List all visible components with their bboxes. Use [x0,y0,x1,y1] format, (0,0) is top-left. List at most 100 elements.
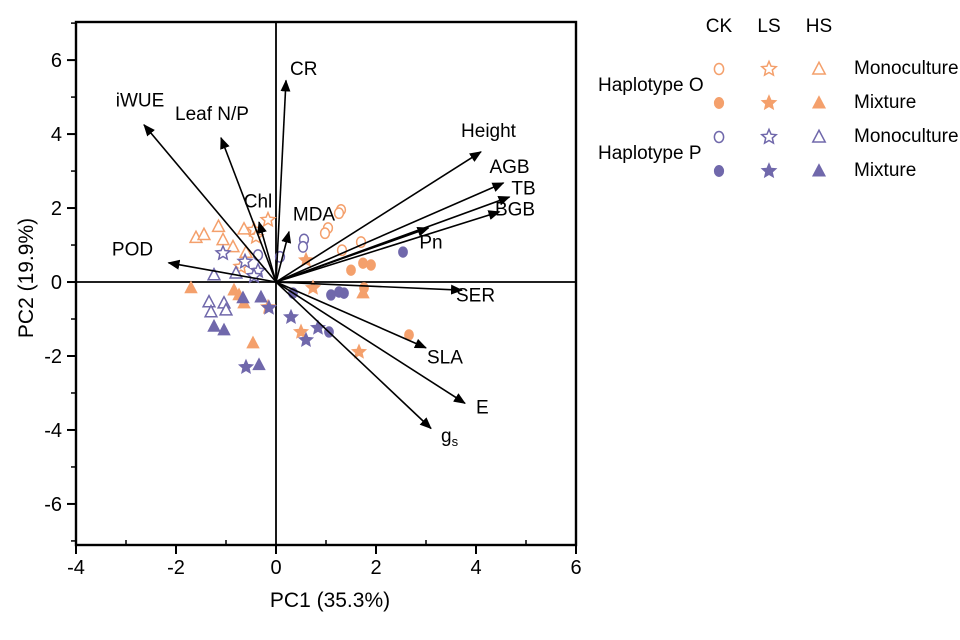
data-point-marker [252,249,264,261]
legend-column-ck: CK [705,16,733,37]
loading-label-TB: TB [511,179,535,200]
star-open-icon [760,127,778,145]
circle-open-icon [713,130,725,144]
data-point-marker [254,289,268,303]
legend-marker-o-ls-mixture [744,90,794,116]
legend-marker-p-ck-mixture [694,158,744,184]
star-filled-icon [760,162,778,179]
series-O-HS-Monoculture [188,218,254,258]
legend-marker-o-hs-monoculture [794,56,844,82]
legend-marker-p-ck-monoculture [694,124,744,150]
legend-group-haplotype-p: Haplotype P [598,143,702,164]
loading-arrow-BGB [275,210,501,283]
loading-arrow-SLA [275,281,427,349]
data-point-marker [811,163,827,177]
data-point-marker [713,165,725,177]
data-point-marker [811,128,827,143]
y-tick-label: -6 [44,494,62,516]
loading-arrow-LeafNP [220,136,277,283]
data-point-marker [398,246,408,258]
data-point-marker [236,252,254,270]
series-P-LS-Mixture [237,299,327,374]
data-point-marker [218,302,234,316]
data-point-marker [811,60,827,75]
data-point-marker [201,293,217,308]
data-point-marker [309,319,327,335]
x-tick-label: -4 [67,557,85,579]
loading-label-gs: gs [441,426,459,449]
loading-label-Chl: Chl [244,191,273,212]
loading-label-E: E [476,397,489,418]
y-tick-label: 4 [51,124,62,146]
loading-arrow-SER [275,281,463,295]
loading-arrow-E [275,281,466,405]
scatter-points [184,203,414,374]
legend-row-label-monoculture: Monoculture [854,126,959,147]
legend-marker-o-hs-mixture [794,90,844,116]
data-point-marker [203,303,219,318]
star-filled-icon [760,94,778,111]
data-point-marker [282,308,300,325]
circle-open-icon [713,62,725,76]
x-tick-label: -2 [167,557,185,579]
data-point-marker [366,259,376,271]
loading-label-Pn: Pn [419,233,442,254]
loading-label-MDA: MDA [293,205,336,226]
y-tick-label: 6 [51,50,62,72]
loading-arrow-Chl [257,221,277,283]
legend-marker-o-ls-monoculture [744,56,794,82]
y-tick-label: -2 [44,346,62,368]
series-O-CK-Monoculture [319,203,367,257]
x-tick-label: 6 [570,557,581,579]
data-point-marker [304,279,322,295]
loading-label-SLA: SLA [427,347,463,368]
loading-label-AGB: AGB [489,157,529,178]
series-P-HS-Mixture [207,289,268,371]
data-point-marker [214,244,232,261]
data-point-marker [252,357,266,371]
data-point-marker [207,318,221,332]
data-point-marker [358,257,368,269]
legend-row-label-mixture: Mixture [854,160,917,181]
axis-ticks: -4 -2 0 2 4 6 -6 -4 -2 0 2 4 6 [44,22,582,579]
y-tick-label: 2 [51,198,62,220]
legend: CK LS HS Haplotype O Monoculture Mixture Haplo… [598,16,959,188]
data-point-marker [333,207,345,220]
x-tick-label: 4 [470,557,481,579]
legend-marker-o-ck-monoculture [694,56,744,82]
loading-arrow-Height [275,151,482,283]
data-point-marker [326,289,336,301]
triangle-open-icon [811,128,827,143]
y-axis-label: PC2 (19.9%) [15,217,38,339]
legend-row-label-monoculture: Monoculture [854,58,959,79]
data-point-marker [713,97,725,109]
circle-filled-icon [713,165,725,177]
loading-arrow-Pn [275,226,430,283]
loading-arrow-AGB [275,182,505,283]
data-point-marker [713,130,725,144]
legend-marker-p-hs-mixture [794,158,844,184]
loading-arrow-MDA [275,230,292,283]
data-point-marker [237,358,255,374]
data-point-marker [346,264,356,276]
data-point-marker [196,226,212,241]
x-tick-label: 2 [370,557,381,579]
loading-label-LeafNP: Leaf N/P [175,104,249,125]
data-point-marker [184,280,198,294]
star-open-icon [760,59,778,77]
triangle-open-icon [811,60,827,75]
data-point-marker [225,238,241,253]
y-tick-label: -4 [44,420,62,442]
legend-marker-p-ls-monoculture [744,124,794,150]
data-point-marker [259,210,277,228]
loading-label-BGB: BGB [495,199,535,220]
loading-label-SER: SER [456,285,495,306]
circle-filled-icon [713,97,725,109]
data-point-marker [334,286,344,298]
loading-arrow-iWUE [143,124,277,283]
loading-arrow-POD [167,259,277,283]
data-point-marker [297,240,309,253]
x-tick-label: 0 [270,557,281,579]
